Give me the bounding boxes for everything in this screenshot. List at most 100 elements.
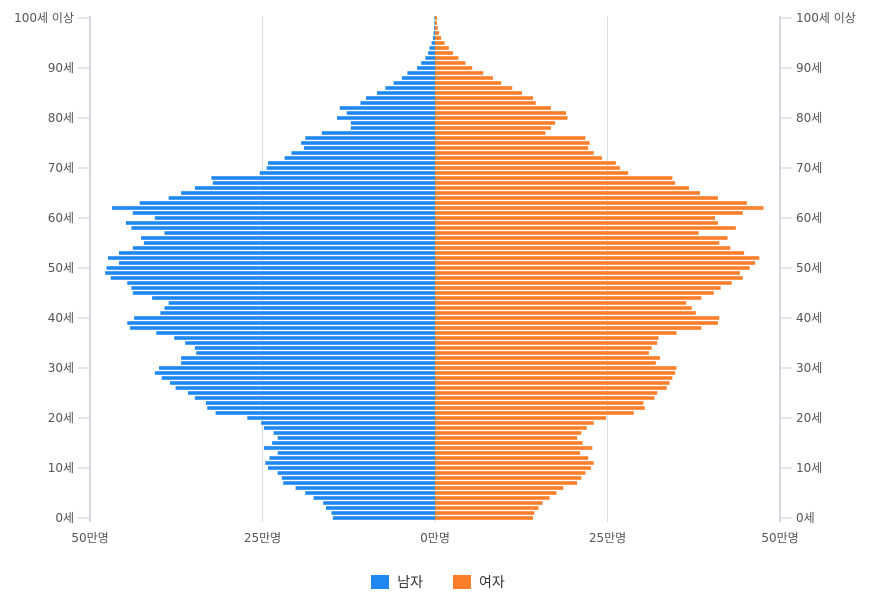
bar-female[interactable] (435, 276, 743, 280)
bar-male[interactable] (432, 36, 435, 40)
bar-female[interactable] (435, 401, 644, 405)
bar-female[interactable] (435, 261, 756, 265)
bar-male[interactable] (360, 101, 435, 105)
bar-female[interactable] (435, 331, 677, 335)
bar-male[interactable] (263, 446, 435, 450)
bar-female[interactable] (435, 446, 593, 450)
bar-male[interactable] (141, 236, 435, 240)
bar-female[interactable] (435, 181, 676, 185)
bar-female[interactable] (435, 441, 583, 445)
bar-female[interactable] (435, 391, 658, 395)
bar-male[interactable] (385, 86, 435, 90)
bar-female[interactable] (435, 341, 658, 345)
bar-male[interactable] (273, 431, 435, 435)
bar-male[interactable] (132, 246, 435, 250)
bar-female[interactable] (435, 56, 459, 60)
bar-female[interactable] (435, 211, 743, 215)
bar-female[interactable] (435, 371, 676, 375)
bar-male[interactable] (205, 401, 435, 405)
bar-male[interactable] (295, 486, 435, 490)
bar-female[interactable] (435, 111, 567, 115)
bar-male[interactable] (434, 16, 435, 20)
bar-male[interactable] (131, 226, 435, 230)
bar-female[interactable] (435, 36, 442, 40)
bar-male[interactable] (143, 241, 435, 245)
bar-female[interactable] (435, 246, 731, 250)
bar-female[interactable] (435, 46, 449, 50)
bar-male[interactable] (211, 176, 435, 180)
bar-female[interactable] (435, 131, 546, 135)
bar-male[interactable] (431, 41, 435, 45)
bar-male[interactable] (425, 56, 435, 60)
bar-female[interactable] (435, 16, 438, 20)
bar-male[interactable] (269, 456, 435, 460)
bar-female[interactable] (435, 141, 590, 145)
bar-female[interactable] (435, 291, 714, 295)
bar-male[interactable] (303, 146, 435, 150)
bar-male[interactable] (339, 106, 435, 110)
bar-male[interactable] (194, 186, 435, 190)
bar-female[interactable] (435, 411, 634, 415)
bar-female[interactable] (435, 26, 438, 30)
bar-female[interactable] (435, 311, 696, 315)
bar-female[interactable] (435, 156, 602, 160)
bar-male[interactable] (132, 211, 435, 215)
bar-male[interactable] (127, 281, 435, 285)
bar-female[interactable] (435, 376, 673, 380)
bar-male[interactable] (313, 496, 435, 500)
bar-male[interactable] (187, 391, 435, 395)
bar-female[interactable] (435, 81, 502, 85)
bar-female[interactable] (435, 116, 568, 120)
bar-male[interactable] (130, 326, 435, 330)
bar-female[interactable] (435, 21, 438, 25)
bar-female[interactable] (435, 361, 656, 365)
bar-female[interactable] (435, 231, 699, 235)
bar-male[interactable] (393, 81, 435, 85)
bar-male[interactable] (164, 231, 435, 235)
bar-female[interactable] (435, 396, 655, 400)
bar-female[interactable] (435, 456, 589, 460)
bar-female[interactable] (435, 326, 702, 330)
bar-male[interactable] (321, 131, 435, 135)
bar-male[interactable] (134, 316, 435, 320)
bar-female[interactable] (435, 236, 728, 240)
bar-male[interactable] (281, 476, 435, 480)
bar-female[interactable] (435, 486, 564, 490)
bar-male[interactable] (105, 271, 436, 275)
bar-male[interactable] (106, 266, 435, 270)
bar-female[interactable] (435, 471, 586, 475)
bar-male[interactable] (159, 366, 435, 370)
bar-female[interactable] (435, 381, 670, 385)
bar-male[interactable] (277, 451, 435, 455)
bar-male[interactable] (196, 351, 435, 355)
bar-female[interactable] (435, 91, 522, 95)
bar-male[interactable] (132, 291, 435, 295)
bar-male[interactable] (346, 111, 435, 115)
bar-female[interactable] (435, 351, 649, 355)
bar-female[interactable] (435, 386, 667, 390)
bar-female[interactable] (435, 31, 440, 35)
bar-female[interactable] (435, 431, 582, 435)
bar-male[interactable] (433, 26, 435, 30)
bar-female[interactable] (435, 366, 677, 370)
bar-male[interactable] (118, 261, 435, 265)
bar-male[interactable] (207, 406, 435, 410)
bar-female[interactable] (435, 41, 445, 45)
bar-female[interactable] (435, 296, 702, 300)
bar-male[interactable] (337, 116, 435, 120)
bar-male[interactable] (401, 76, 435, 80)
bar-male[interactable] (332, 516, 435, 520)
bar-male[interactable] (366, 96, 435, 100)
bar-female[interactable] (435, 436, 578, 440)
bar-male[interactable] (181, 356, 435, 360)
bar-female[interactable] (435, 176, 673, 180)
bar-female[interactable] (435, 336, 659, 340)
bar-female[interactable] (435, 481, 578, 485)
bar-female[interactable] (435, 511, 535, 515)
bar-male[interactable] (350, 126, 435, 130)
bar-male[interactable] (118, 251, 435, 255)
bar-female[interactable] (435, 266, 750, 270)
bar-male[interactable] (301, 141, 435, 145)
bar-male[interactable] (154, 371, 436, 375)
bar-female[interactable] (435, 146, 589, 150)
